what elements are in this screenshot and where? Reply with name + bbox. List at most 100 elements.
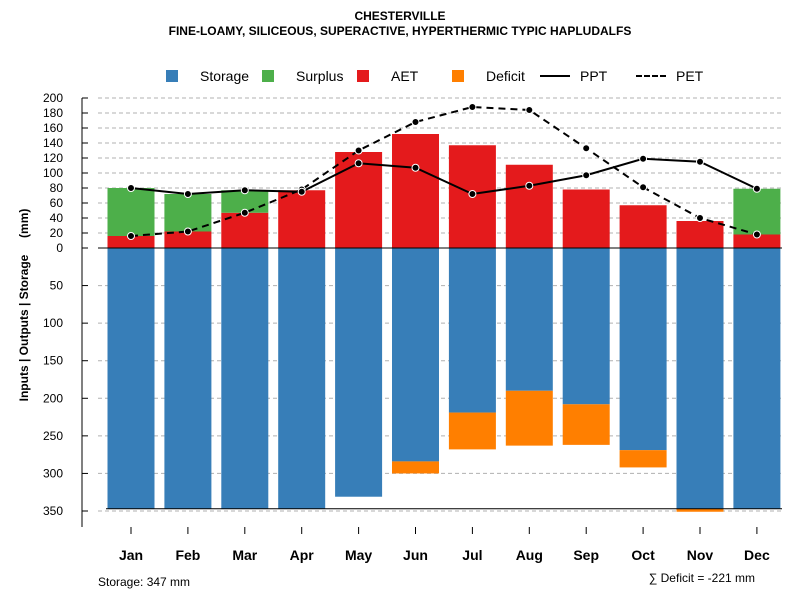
aet-bar <box>676 221 724 248</box>
storage-bar <box>107 248 155 509</box>
x-tick-label: Apr <box>290 547 315 563</box>
x-tick-label: Feb <box>175 547 200 563</box>
pet-point <box>411 118 420 126</box>
storage-bar <box>164 248 212 509</box>
legend-swatch-storage <box>166 70 178 82</box>
legend-item-ppt: PPT <box>540 68 607 84</box>
ppt-point <box>639 154 648 163</box>
ppt-point <box>411 163 420 172</box>
pet-point <box>639 183 648 192</box>
ppt-point <box>183 190 192 198</box>
legend-label-surplus: Surplus <box>296 68 344 84</box>
pet-point <box>183 227 192 236</box>
y-tick-label-lower: 300 <box>43 466 63 480</box>
x-tick-label: May <box>345 547 372 563</box>
pet-point <box>525 106 534 114</box>
pet-point <box>582 144 591 153</box>
chart-subtitle: FINE-LOAMY, SILICEOUS, SUPERACTIVE, HYPE… <box>168 24 632 38</box>
x-tick-label: Mar <box>232 547 257 563</box>
storage-bar <box>448 248 496 413</box>
deficit-bar <box>619 450 667 468</box>
legend-item-aet: AET <box>357 68 418 84</box>
y-tick-label-lower: 150 <box>43 354 63 368</box>
y-tick-label-upper: 180 <box>43 106 63 120</box>
legend-item-storage: Storage <box>166 68 249 84</box>
x-tick-label: Dec <box>744 547 770 563</box>
storage-bar <box>505 248 553 391</box>
y-tick-label-upper: 20 <box>50 226 64 240</box>
x-tick-label: Jul <box>462 547 482 563</box>
legend-item-deficit: Deficit <box>452 68 525 84</box>
x-tick-label: Aug <box>516 547 543 563</box>
pet-line <box>130 105 758 237</box>
legend-label-pet: PET <box>676 68 704 84</box>
storage-bar <box>733 248 781 509</box>
y-tick-label-upper: 140 <box>43 136 63 150</box>
ppt-point <box>468 190 477 198</box>
aet-bar <box>107 236 155 248</box>
legend-label-deficit: Deficit <box>486 68 525 84</box>
aet-bar <box>505 164 553 248</box>
x-tick-label: Jun <box>403 547 428 563</box>
y-tick-label-upper: 60 <box>50 196 64 210</box>
storage-bar <box>562 248 610 405</box>
aet-bar <box>164 231 212 248</box>
storage-footnote: Storage: 347 mm <box>98 575 191 589</box>
deficit-bar <box>448 412 496 450</box>
ppt-point <box>696 157 704 166</box>
storage-bar <box>392 248 439 462</box>
surplus-bar <box>107 188 155 236</box>
ppt-point <box>127 184 135 192</box>
legend-label-aet: AET <box>391 68 419 84</box>
x-tick-label: Sep <box>573 547 599 563</box>
y-tick-label-upper: 80 <box>50 181 64 195</box>
legend-label-ppt: PPT <box>580 68 608 84</box>
aet-bar <box>278 190 326 248</box>
ppt-line <box>130 157 758 196</box>
x-tick-label: Jan <box>119 547 143 563</box>
y-tick-label-lower: 350 <box>43 504 63 518</box>
aet-bar <box>733 234 781 248</box>
storage-bar <box>221 248 269 509</box>
y-tick-label-lower: 250 <box>43 429 63 443</box>
y-tick-label-lower: 100 <box>43 316 63 330</box>
y-tick-label-upper: 40 <box>50 211 64 225</box>
storage-bar <box>335 248 383 497</box>
legend-swatch-deficit <box>452 70 464 82</box>
aet-bar <box>392 134 439 248</box>
pet-point <box>696 214 704 222</box>
legend-swatch-surplus <box>262 70 274 82</box>
surplus-bar <box>221 190 269 213</box>
x-tick-label: Oct <box>631 547 655 563</box>
storage-bar <box>619 248 667 451</box>
chart-title: CHESTERVILLE <box>354 9 446 23</box>
y-tick-label-upper: 0 <box>56 241 63 255</box>
legend-label-storage: Storage <box>200 68 250 84</box>
x-tick-label: Nov <box>687 547 714 563</box>
legend: Storage Surplus AET Deficit PPT PET <box>0 68 800 90</box>
pet-point <box>127 232 135 240</box>
legend-swatch-aet <box>357 70 369 82</box>
storage-bar <box>278 248 326 509</box>
ppt-point <box>354 159 363 168</box>
legend-line-pet <box>636 75 666 77</box>
ppt-point <box>240 186 249 195</box>
ppt-point <box>297 187 306 196</box>
deficit-bar <box>676 508 724 512</box>
deficit-bar <box>505 390 553 446</box>
deficit-bar <box>562 404 610 445</box>
pet-point <box>468 103 477 111</box>
y-tick-label-upper: 100 <box>43 166 63 180</box>
pet-point <box>240 208 249 217</box>
y-tick-label-upper: 160 <box>43 121 63 135</box>
aet-bar <box>562 189 610 248</box>
ppt-point <box>582 171 591 180</box>
deficit-bar <box>392 461 439 474</box>
ppt-point <box>752 184 761 193</box>
pet-point <box>354 146 363 155</box>
storage-bar <box>676 248 724 509</box>
ppt-point <box>525 181 534 190</box>
deficit-sum-footnote: ∑ Deficit = -221 mm <box>648 571 755 585</box>
y-tick-label-upper: 200 <box>43 91 63 105</box>
